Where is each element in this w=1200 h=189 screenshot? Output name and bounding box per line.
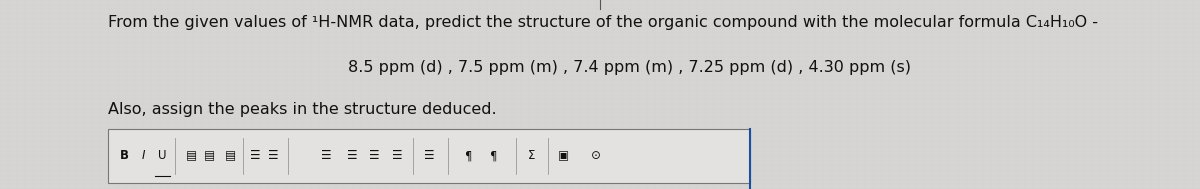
Text: ⊙: ⊙ <box>590 149 601 162</box>
Text: ☰: ☰ <box>347 149 358 162</box>
Text: ☰: ☰ <box>391 149 402 162</box>
Text: ▣: ▣ <box>558 149 569 162</box>
Text: B: B <box>120 149 128 162</box>
Text: Σ: Σ <box>528 149 535 162</box>
Text: ¶: ¶ <box>490 149 497 162</box>
Text: ▤: ▤ <box>186 149 197 162</box>
Text: U: U <box>158 149 167 162</box>
Text: Also, assign the peaks in the structure deduced.: Also, assign the peaks in the structure … <box>108 102 497 117</box>
Text: ☰: ☰ <box>269 149 278 162</box>
Text: 8.5 ppm (d) , 7.5 ppm (m) , 7.4 ppm (m) , 7.25 ppm (d) , 4.30 ppm (s): 8.5 ppm (d) , 7.5 ppm (m) , 7.4 ppm (m) … <box>348 60 911 75</box>
Text: I: I <box>142 149 145 162</box>
Text: ▤: ▤ <box>224 149 235 162</box>
Text: ☰: ☰ <box>251 149 260 162</box>
Text: From the given values of ¹H-NMR data, predict the structure of the organic compo: From the given values of ¹H-NMR data, pr… <box>108 15 1098 30</box>
Text: ▤: ▤ <box>204 149 215 162</box>
FancyBboxPatch shape <box>108 129 750 183</box>
Text: ☰: ☰ <box>370 149 379 162</box>
Text: ☰: ☰ <box>424 149 434 162</box>
Text: ☰: ☰ <box>322 149 331 162</box>
Text: ¶: ¶ <box>464 149 472 162</box>
